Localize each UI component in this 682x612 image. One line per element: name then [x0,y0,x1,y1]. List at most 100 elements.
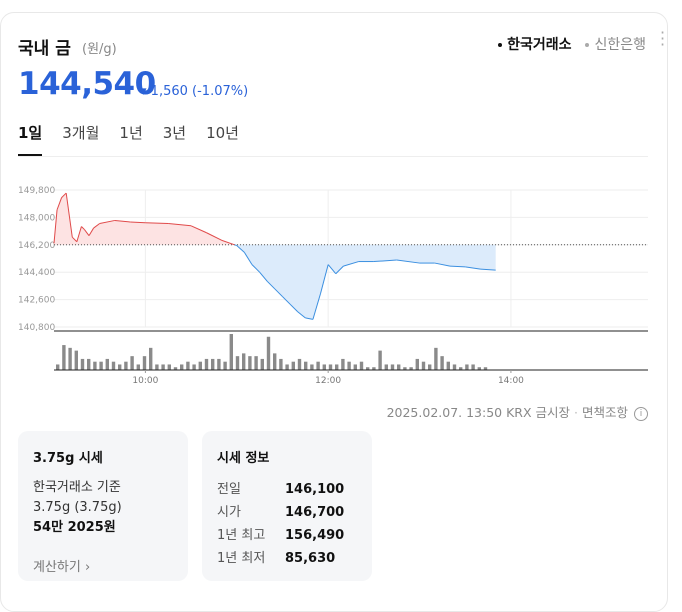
change-amount: 1,560 [150,84,188,99]
source-krx[interactable]: 한국거래소 [498,34,571,54]
volume-bar [304,361,308,370]
volume-bar [384,364,388,370]
down-arrow-icon: ▾ [140,84,147,99]
volume-bar [56,364,60,370]
volume-bar [223,361,227,370]
price-line-up [88,227,95,236]
meta-source: KRX 금시장 [506,405,571,420]
volume-bar [291,361,295,370]
volume-bar [118,364,122,370]
source-shinhan[interactable]: 신한은행 [585,34,646,54]
price-line-up [99,219,116,224]
price-line-down [266,280,276,290]
volume-bar [459,367,463,370]
volume-bar [161,364,165,370]
weight-price-panel: 3.75g 시세 한국거래소 기준 3.75g (3.75g) 54만 2025… [18,431,188,581]
volume-bar [366,367,370,370]
price-line-up [76,226,82,242]
volume-bar [465,364,469,370]
volume-bar [173,367,178,370]
info-row: 전일 146,100 [217,482,345,497]
price-line-down [305,317,314,320]
volume-bar [186,361,190,370]
volume-bar [341,358,345,370]
volume-bar [235,356,240,370]
active-dot-icon [498,43,503,47]
price-line-up [84,229,90,236]
volume-bar [68,347,72,370]
unit-label: (원/g) [82,42,117,57]
price-line-up [61,192,67,198]
volume-bar [359,361,364,370]
tab-3m[interactable]: 3개월 [62,124,100,142]
area-above-baseline [54,193,235,245]
price-line-down [274,288,283,297]
volume-bar [440,356,444,370]
more-vertical-icon[interactable]: · · · [660,23,666,54]
volume-bar [198,361,202,370]
volume-bar [149,347,153,370]
y-tick-label: 142,600 [18,296,55,306]
meta-separator: · [574,405,578,420]
volume-bar [446,361,450,370]
price-line-down [234,244,237,247]
volume-bar [99,361,103,370]
tab-10y[interactable]: 10년 [206,124,239,142]
period-tabs: 1일 3개월 1년 3년 10년 [18,122,259,156]
info-row: 시가 146,700 [217,505,345,520]
price-line-down [335,265,344,275]
volume-bar [397,364,401,370]
volume-bar [409,367,413,370]
volume-bar [62,345,66,370]
volume-bar [124,361,128,370]
tab-1d[interactable]: 1일 [18,122,43,156]
volume-bar [322,364,326,370]
volume-bar [74,350,78,370]
volume-bar [316,361,320,370]
price-line-down [373,259,397,263]
volume-bar [105,358,109,370]
price-line-up [93,223,100,229]
volume-bar [136,364,140,370]
price-line-down [289,303,299,313]
price-line-up [130,221,146,224]
volume-bar [434,347,438,370]
volume-bar [142,356,147,370]
volume-bar [328,364,333,370]
volume-bar [483,367,488,370]
price-line-up [221,239,235,246]
price-line-down [343,261,359,267]
disclaimer-link[interactable]: 면책조항 [581,405,628,420]
price-line-down [434,262,451,267]
y-tick-label: 146,200 [18,241,55,251]
x-tick-label: 12:00 [315,376,341,385]
intraday-price-chart[interactable]: 149,800 148,000 146,200 144,400 142,600 140,8… [0,180,682,385]
volume-bar [260,358,264,370]
volume-bar [428,364,432,370]
price-line-up [71,236,78,243]
tab-3y[interactable]: 3년 [162,124,187,142]
price-line-up [190,225,207,234]
volume-bar [285,364,289,370]
current-price: 144,540 [18,66,156,102]
change-percent: (-1.07%) [192,84,249,99]
volume-bar [229,334,233,370]
volume-bar [254,356,258,370]
price-line-down [251,264,260,273]
info-icon[interactable]: i [634,406,648,421]
volume-bar [204,358,209,370]
tab-1y[interactable]: 1년 [119,124,143,142]
y-tick-label: 149,800 [18,186,55,196]
price-info-panel: 시세 정보 전일 146,100 시가 146,700 1년 최고 156,490 1… [202,431,372,581]
price-line-up [168,222,192,227]
price-line-up [145,222,169,224]
price-line-up [206,232,222,241]
info-panel-title: 시세 정보 [217,451,270,466]
price-line-up [81,226,85,230]
weight-value: 54만 2025원 [33,520,116,535]
volume-bar [279,358,283,370]
price-line-up [65,192,73,238]
y-tick-label: 140,800 [18,323,55,333]
calculate-link[interactable]: 계산하기 › [33,560,91,575]
price-line-down [396,259,420,264]
